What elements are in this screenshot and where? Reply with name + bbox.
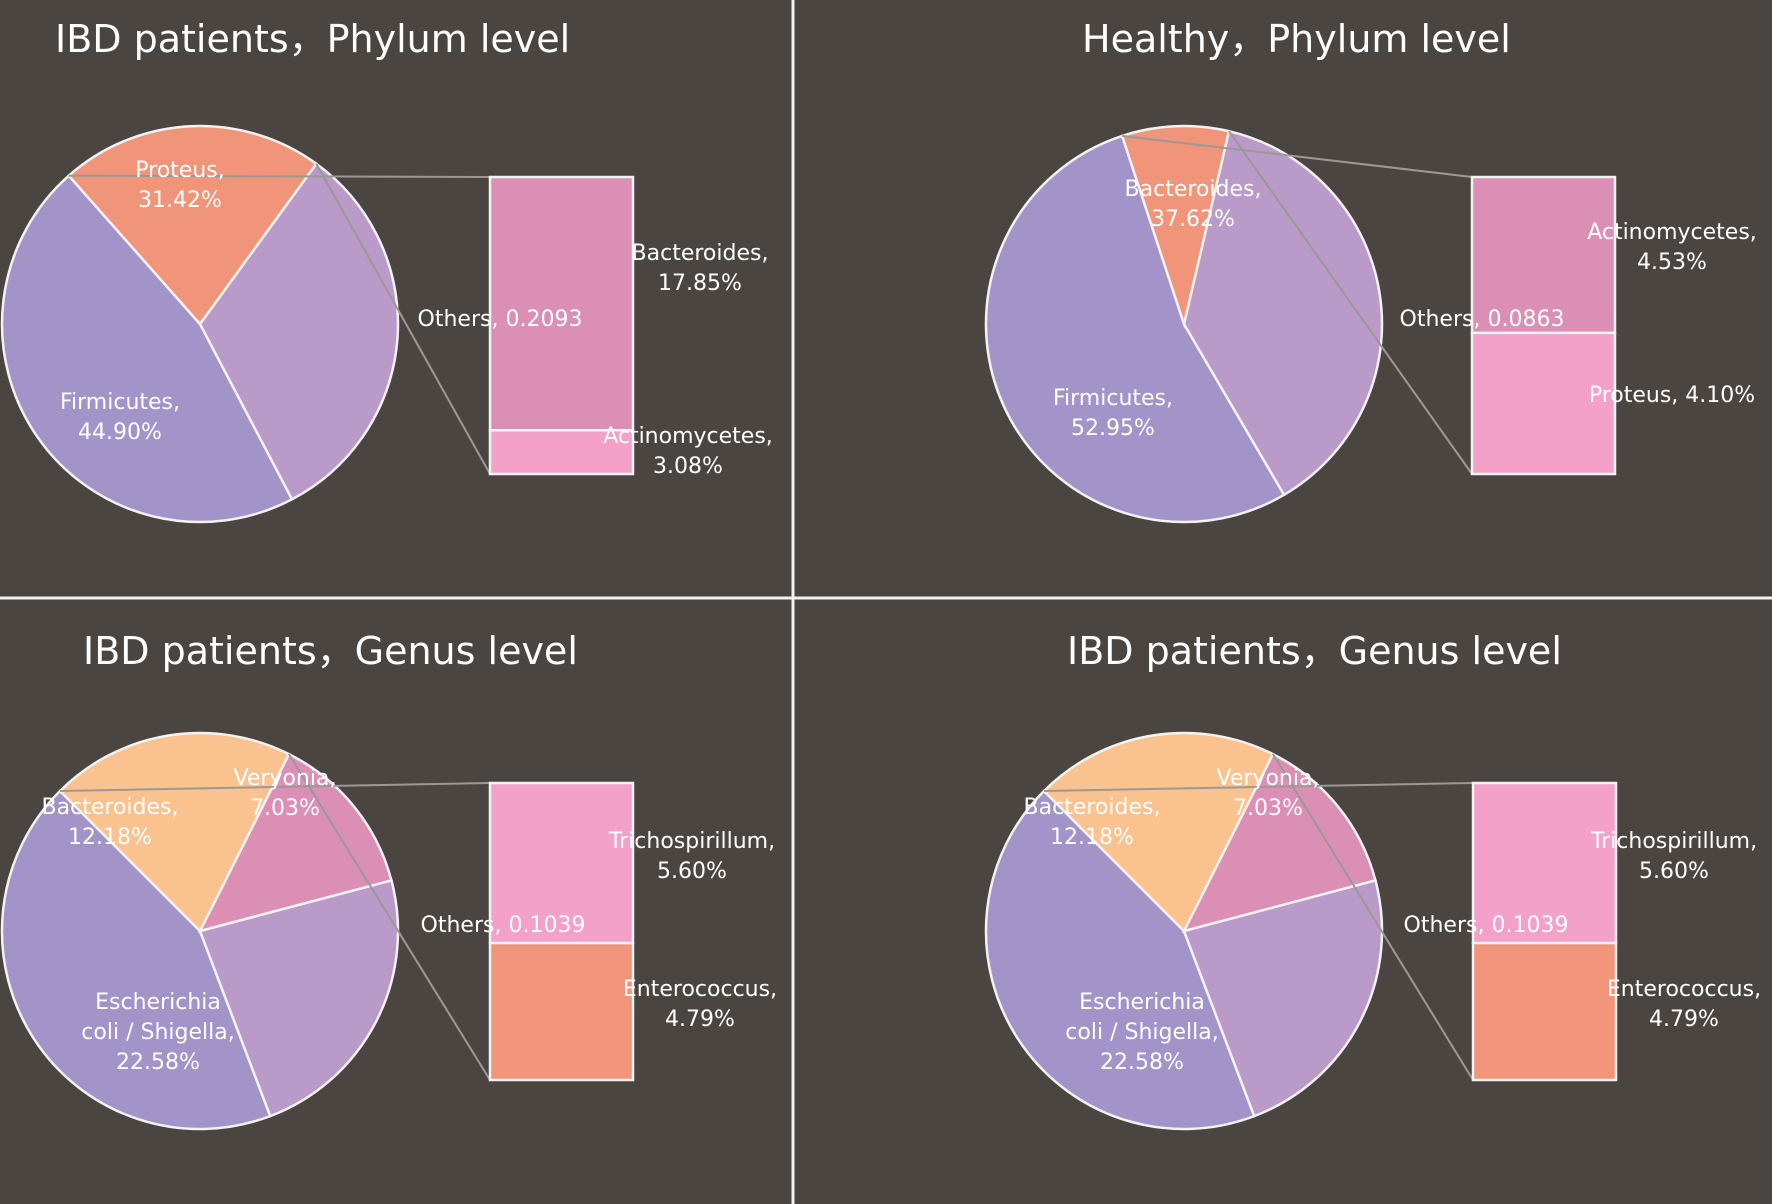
breakdown-label-actinomycetes: Actinomycetes, 3.08% [603, 424, 773, 479]
pie-slice-veryonia [197, 752, 393, 933]
pie-slice-escherichia-coli-shigella [984, 789, 1256, 1131]
breakdown-label-enterococcus: Enterococcus, 4.79% [623, 977, 777, 1032]
pie-panel-4: IBD patients，Genus level Bacteroides, 12.1… [984, 629, 1761, 1131]
breakdown-segment-trichospirillum [1471, 781, 1618, 945]
slice-label-veryonia: Veryonia, 7.03% [234, 766, 337, 821]
breakdown-segment-enterococcus [1471, 941, 1618, 1082]
pie-panel-1: IBD patients，Phylum level Proteus, 31.42% F… [0, 17, 773, 524]
pie-slice-firmicutes [984, 134, 1286, 524]
slice-label-others: Others, 0.0863 [1400, 307, 1565, 332]
breakdown-segment-enterococcus [488, 941, 635, 1082]
pie-slice-proteus [198, 162, 400, 501]
breakdown-segment-bacteroides [488, 175, 635, 432]
connector-line [288, 753, 491, 1081]
pie-slice-escherichia-coli-shigella [0, 789, 272, 1131]
slice-label-others: Others, 0.2093 [418, 307, 583, 332]
slice-label-proteus: Proteus, 31.42% [135, 158, 224, 213]
panel-title: IBD patients，Genus level [1067, 629, 1562, 673]
slice-label-escherichia-coli-shigella: Escherichia coli / Shigella, 22.58% [81, 990, 234, 1075]
slice-label-bacteroides: Bacteroides, 12.18% [42, 795, 179, 850]
breakdown-segment-proteus [1470, 331, 1617, 476]
pie-slice-bacteroides [198, 878, 400, 1118]
slice-label-others: Others, 0.1039 [421, 913, 586, 938]
breakdown-label-bacteroides: Bacteroides, 17.85% [632, 241, 769, 296]
slice-label-escherichia-coli-shigella: Escherichia coli / Shigella, 22.58% [1065, 990, 1218, 1075]
connector-line [315, 163, 491, 475]
slice-label-others: Others, 0.1039 [1404, 913, 1569, 938]
breakdown-label-enterococcus: Enterococcus, 4.79% [1607, 977, 1761, 1032]
panel-title: IBD patients，Phylum level [55, 17, 570, 61]
slice-label-bacteroides: Bacteroides, 37.62% [1125, 177, 1262, 232]
connector-line [68, 174, 491, 178]
slice-label-veryonia: Veryonia, 7.03% [1217, 766, 1320, 821]
breakdown-label-trichospirillum: Trichospirillum, 5.60% [1590, 829, 1757, 884]
slice-label-firmicutes: Firmicutes, 52.95% [1053, 386, 1173, 441]
connector-line [1122, 134, 1473, 178]
connector-line [1228, 130, 1473, 475]
pie-slice-others [58, 731, 291, 934]
pie-panel-2: Healthy，Phylum level Bacteroides, 37.62% Fi… [984, 17, 1757, 524]
slice-label-bacteroides: Bacteroides, 12.18% [1024, 795, 1161, 850]
pie-slice-veryonia [1181, 752, 1377, 933]
connector-line [1272, 753, 1474, 1081]
breakdown-segment-actinomycetes [488, 429, 635, 476]
breakdown-segment-trichospirillum [488, 781, 635, 945]
pie-slice-others [1120, 124, 1231, 329]
panel-title: Healthy，Phylum level [1082, 17, 1511, 61]
pie-slice-others [1042, 731, 1275, 934]
pie-panel-3: IBD patients，Genus level Bacteroides, 12.1… [0, 629, 777, 1131]
breakdown-label-proteus: Proteus, 4.10% [1589, 383, 1755, 408]
breakdown-label-actinomycetes: Actinomycetes, 4.53% [1587, 220, 1757, 275]
pie-slice-bacteroides [1182, 878, 1384, 1118]
slice-label-firmicutes: Firmicutes, 44.90% [60, 390, 180, 445]
panel-title: IBD patients，Genus level [83, 629, 578, 673]
pie-slice-firmicutes [0, 173, 294, 524]
connector-line [1043, 782, 1474, 792]
connector-line [59, 782, 491, 792]
breakdown-label-trichospirillum: Trichospirillum, 5.60% [608, 829, 775, 884]
